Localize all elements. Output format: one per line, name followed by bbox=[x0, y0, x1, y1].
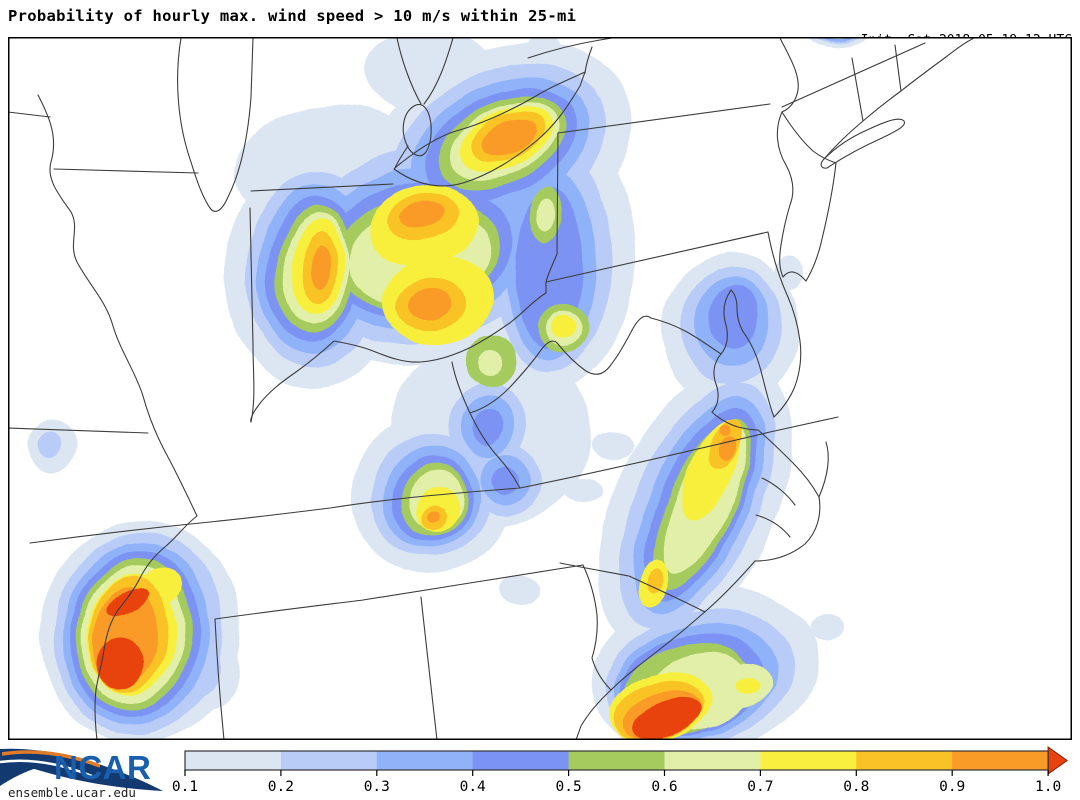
ohio-river bbox=[250, 292, 547, 423]
ia-mo-border bbox=[9, 111, 51, 118]
delmarva-coast bbox=[773, 296, 802, 418]
mason-dixon-line bbox=[545, 231, 769, 283]
va-nc-border bbox=[519, 416, 839, 489]
ms-river-lower bbox=[94, 515, 198, 739]
contour-band-p0.7 bbox=[736, 677, 760, 693]
wi-il-border bbox=[53, 168, 199, 174]
michigan-thumb-east bbox=[423, 38, 454, 105]
contour-band-p0.1 bbox=[562, 478, 604, 502]
colorbar-band bbox=[856, 751, 953, 770]
colorbar-tick-label: 0.8 bbox=[843, 779, 869, 795]
chesapeake-bay-east bbox=[730, 289, 775, 418]
contour-band-p0.1 bbox=[498, 575, 542, 605]
contour-band-p0.3 bbox=[821, 38, 855, 42]
contour-band-p0.1 bbox=[529, 38, 561, 59]
contour-band-p0.9 bbox=[407, 288, 451, 322]
contour-band-p0.1 bbox=[590, 431, 634, 459]
lake-ontario-shore bbox=[527, 38, 613, 59]
mo-ar-border bbox=[9, 427, 149, 434]
colorbar-tick-label: 0.5 bbox=[555, 779, 581, 795]
sc-ga-coast bbox=[575, 560, 756, 739]
de-md-border bbox=[767, 231, 789, 298]
ncar-logo-text: NCAR bbox=[54, 749, 152, 786]
map-canvas bbox=[8, 37, 1072, 740]
contour-band-p0.9 bbox=[717, 437, 737, 463]
lake-st-clair bbox=[402, 103, 432, 157]
map-title: Probability of hourly max. wind speed > … bbox=[8, 7, 577, 25]
colorbar-tick-label: 1.0 bbox=[1035, 779, 1061, 795]
contour-band-p1.0 bbox=[105, 587, 151, 619]
colorbar-tick-label: 0.6 bbox=[651, 779, 677, 795]
mississippi-river-upper bbox=[37, 94, 198, 517]
lake-michigan bbox=[177, 38, 254, 212]
ri-ma-border bbox=[894, 44, 902, 92]
tn-al-ga-line bbox=[214, 564, 584, 620]
nc-sc-border bbox=[559, 562, 706, 613]
contour-band-p0.6 bbox=[479, 350, 503, 374]
hudson-delaware-river bbox=[776, 38, 799, 278]
outer-banks bbox=[818, 441, 829, 498]
contour-band-p0.8 bbox=[646, 569, 664, 595]
detroit-river bbox=[394, 145, 409, 169]
contour-band-p0.4 bbox=[491, 467, 519, 495]
colorbar-tick-label: 0.2 bbox=[268, 779, 294, 795]
probability-contours bbox=[26, 38, 867, 739]
colorbar-band bbox=[376, 751, 474, 770]
contour-band-p0.1 bbox=[810, 614, 846, 642]
ct-ny-border bbox=[851, 57, 864, 122]
contour-band-p0.6 bbox=[536, 197, 556, 233]
contour-band-p0.9 bbox=[720, 426, 730, 438]
colorbar-band bbox=[472, 751, 570, 770]
colorbar-overflow-arrow bbox=[1047, 746, 1068, 775]
colorbar-tick-label: 0.9 bbox=[939, 779, 965, 795]
chesapeake-bay-west bbox=[711, 289, 759, 431]
contour-band-p0.2 bbox=[37, 431, 63, 457]
colorbar-tick-label: 0.7 bbox=[747, 779, 773, 795]
contour-band-p0.7 bbox=[549, 317, 575, 339]
ny-ct-ma-border bbox=[781, 42, 926, 108]
wv-va-border bbox=[469, 315, 652, 414]
colorbar: 0.1 0.2 0.3 0.4 0.5 0.6 0.7 0.8 0.9 1.0 bbox=[172, 746, 1068, 795]
ncar-swoosh-icon bbox=[0, 748, 163, 791]
contour-band-p0.4 bbox=[709, 282, 761, 348]
colorbar-band bbox=[952, 751, 1049, 770]
colorbar-band bbox=[568, 751, 666, 770]
colorbar-band bbox=[185, 751, 282, 770]
contour-band-p0.9 bbox=[481, 118, 535, 156]
ncar-logo: NCAR ensemble.ucar.edu bbox=[0, 745, 170, 800]
ga-sc-border bbox=[582, 564, 612, 691]
al-ga-border bbox=[420, 596, 438, 739]
colorbar-outline bbox=[184, 750, 1049, 771]
long-island bbox=[820, 118, 906, 169]
contour-band-p1.0 bbox=[97, 639, 145, 689]
contour-band-p0.9 bbox=[427, 512, 439, 524]
niagara-river bbox=[584, 46, 593, 74]
map-frame bbox=[8, 37, 1072, 740]
colorbar-band bbox=[280, 751, 378, 770]
ky-tn-line bbox=[29, 487, 521, 544]
potomac-river bbox=[650, 317, 722, 355]
pa-ny-border bbox=[557, 103, 771, 134]
colorbar-band bbox=[664, 751, 761, 770]
nj-coast bbox=[781, 111, 837, 282]
state-borders bbox=[9, 38, 975, 739]
mi-in-oh-border bbox=[250, 183, 394, 192]
pamlico-sound bbox=[755, 477, 796, 538]
contour-band-p0.9 bbox=[310, 245, 332, 291]
colorbar-band bbox=[760, 751, 857, 770]
ms-al-border bbox=[214, 618, 225, 739]
ky-va-border bbox=[451, 361, 521, 489]
contour-band-p0.9 bbox=[400, 200, 446, 228]
lake-erie bbox=[393, 71, 586, 187]
contour-band-p0.4 bbox=[472, 407, 504, 445]
site-url: ensemble.ucar.edu bbox=[8, 785, 136, 800]
colorbar-tick-label: 0.3 bbox=[364, 779, 390, 795]
contour-band-p1.0 bbox=[631, 698, 701, 739]
colorbar-tick-label: 0.1 bbox=[172, 779, 198, 795]
michigan-thumb-west bbox=[396, 38, 422, 105]
colorbar-tick-label: 0.4 bbox=[460, 779, 486, 795]
